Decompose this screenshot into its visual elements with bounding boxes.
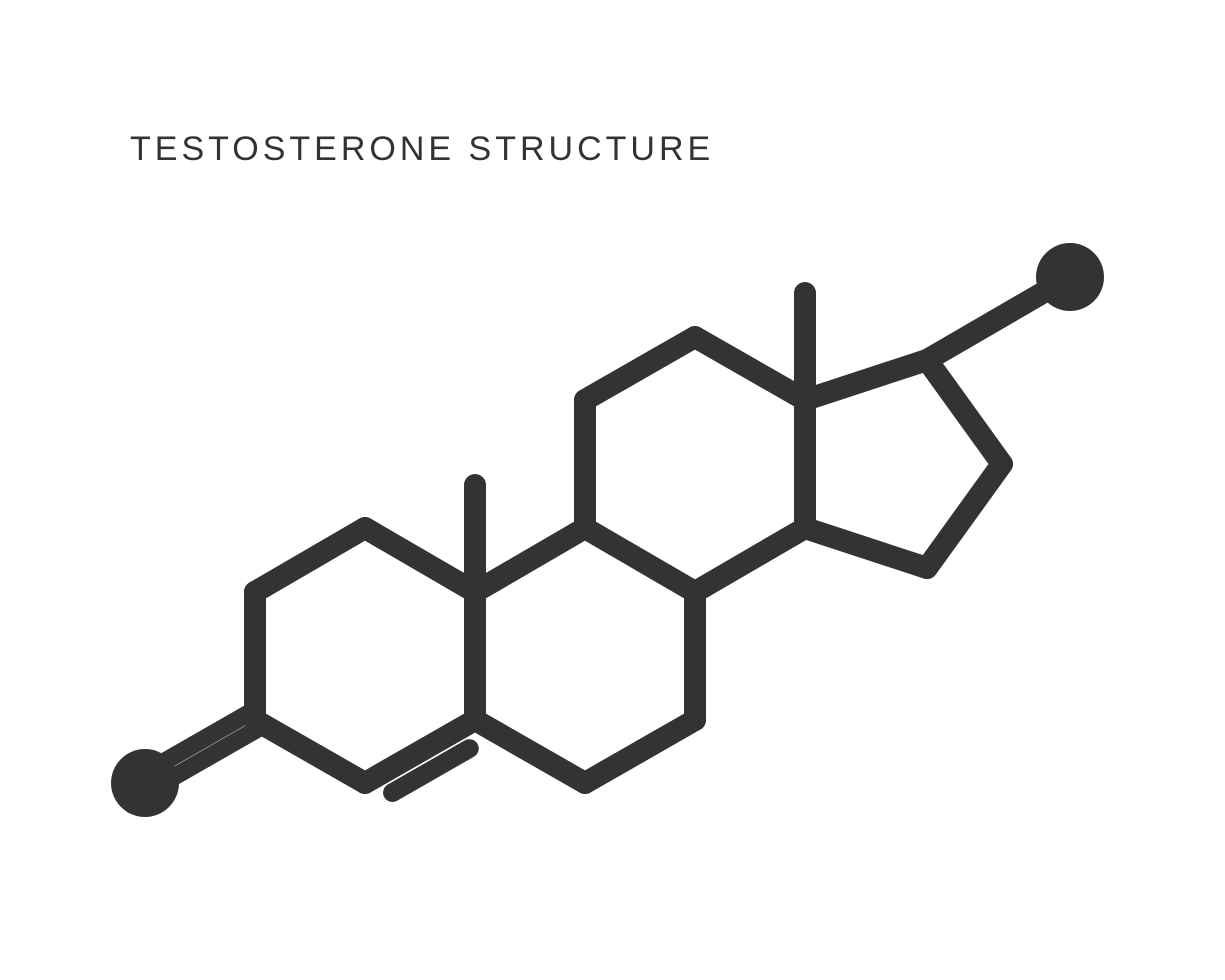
molecule-structure-icon [0, 0, 1225, 980]
diagram-canvas: TESTOSTERONE STRUCTURE [0, 0, 1225, 980]
